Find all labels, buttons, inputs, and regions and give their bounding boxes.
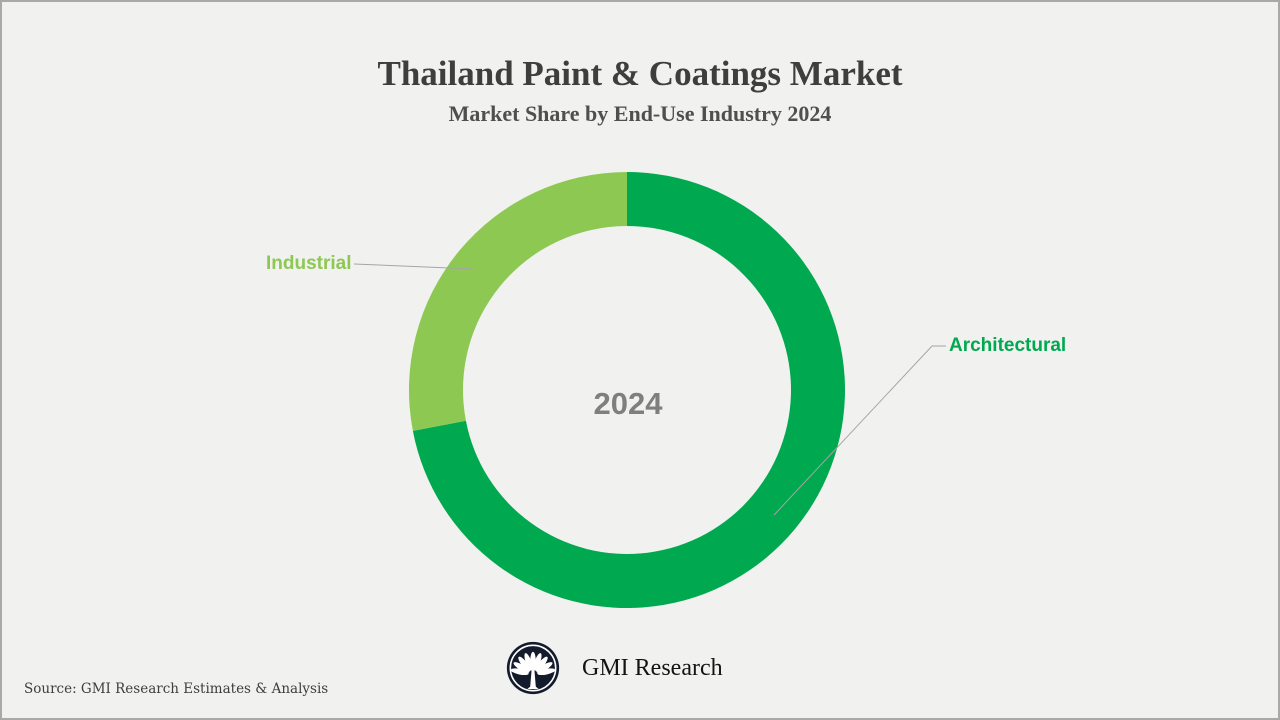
architectural-leader-line: [773, 345, 946, 516]
chart-subtitle: Market Share by End-Use Industry 2024: [448, 101, 832, 126]
chart-title: Thailand Paint & Coatings Market: [377, 54, 903, 93]
gmi-logo-icon: [506, 641, 560, 695]
callout-label-industrial: Industrial: [266, 253, 352, 274]
chart-header: Thailand Paint & Coatings Market Market …: [2, 54, 1278, 127]
donut-segment-industrial: [409, 172, 627, 431]
industrial-leader-line: [353, 263, 475, 270]
brand-name: GMI Research: [582, 654, 723, 681]
source-note: Source: GMI Research Estimates & Analysi…: [24, 681, 329, 697]
donut-center-year: 2024: [593, 386, 663, 421]
donut-segments: [409, 172, 845, 608]
callout-label-architectural: Architectural: [949, 335, 1067, 356]
brand-footer: GMI Research: [505, 640, 723, 696]
